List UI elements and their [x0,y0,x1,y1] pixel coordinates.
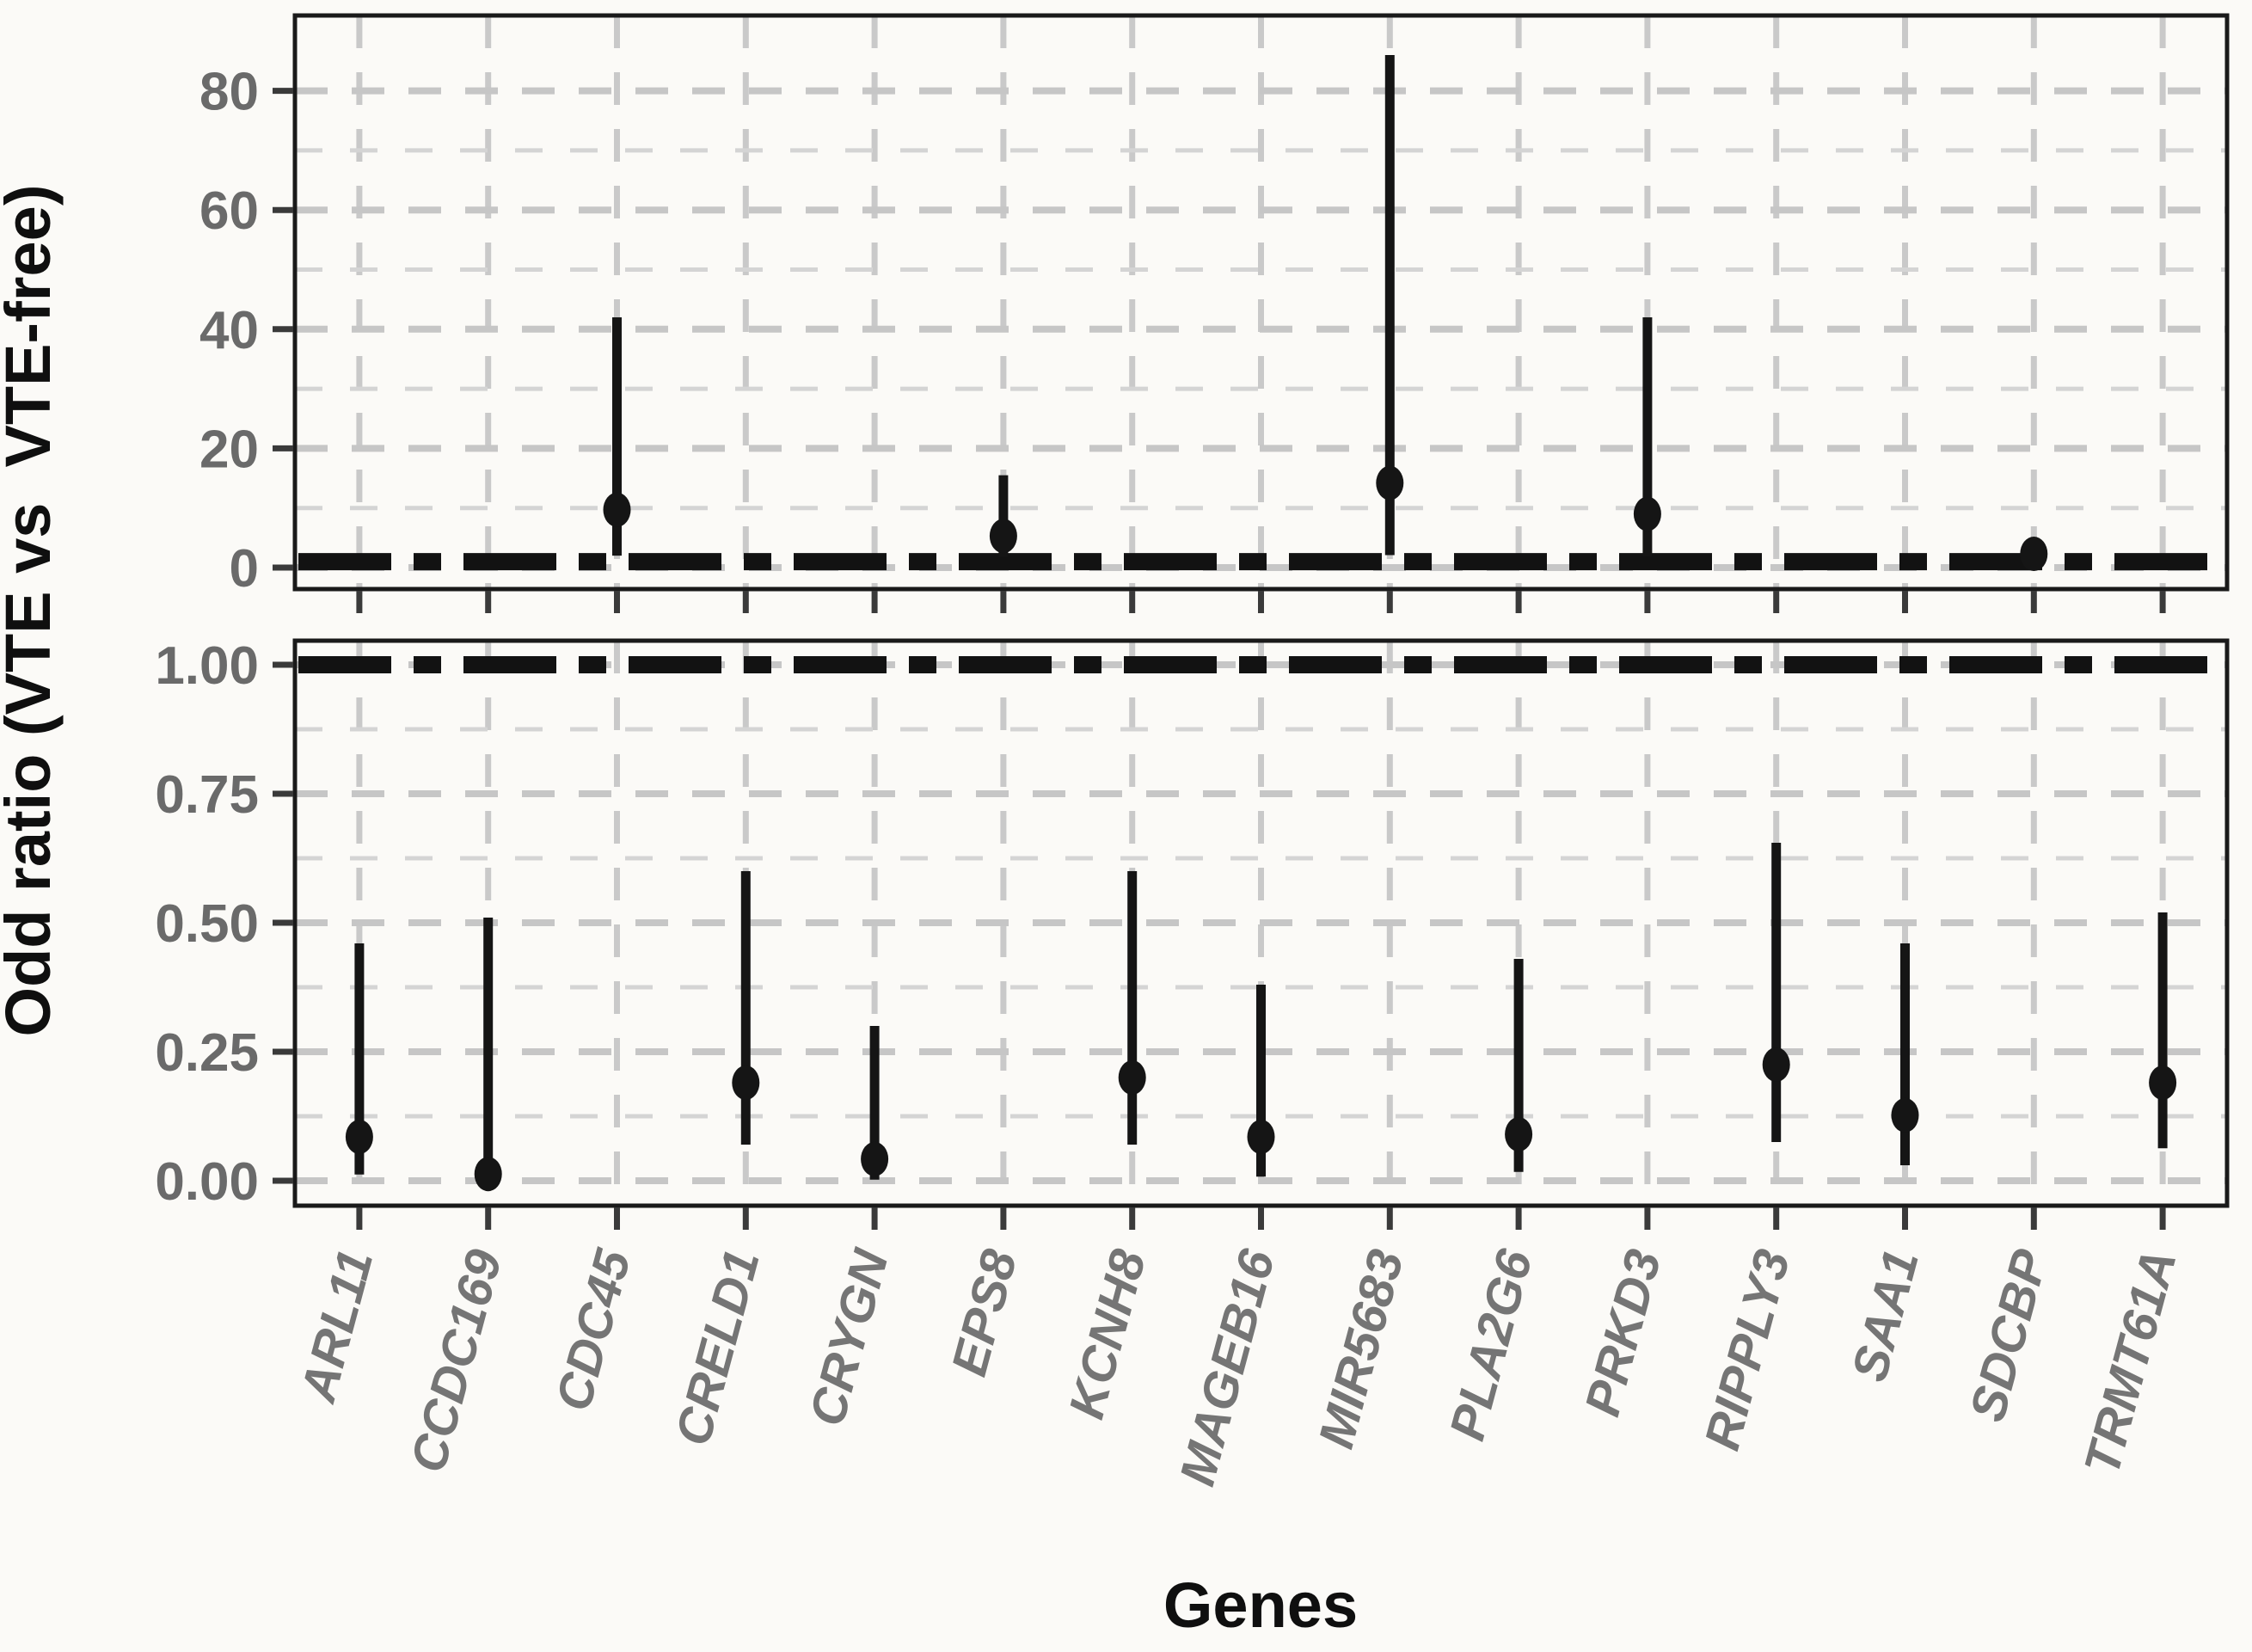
gene-tick-label-mir5683: MIR5683 [1308,1244,1414,1454]
panel-border [292,13,2230,592]
gene-tick-label-mageb16: MAGEB16 [1169,1244,1286,1491]
y-tick-label: 60 [199,181,259,241]
or-point-sdcbp [2020,537,2048,572]
or-point-pla2g6 [1505,1117,1533,1151]
or-point-cdc45 [603,492,631,527]
gene-tick-label-trmt61a: TRMT61A [2074,1244,2188,1481]
reference-line-layer [298,553,2224,673]
gene-tick-label-ripply3: RIPPLY3 [1694,1244,1801,1456]
pointrange-layer [345,55,2177,1192]
y-tick-label: 0 [230,539,259,599]
or-point-saa1 [1891,1097,1919,1133]
y-tick-label: 0.50 [155,894,259,954]
x-axis-title: Genes [1163,1569,1358,1641]
or-point-trmt61a [2149,1066,2177,1100]
y-tick-label: 0.25 [155,1023,259,1083]
gene-tick-label-creld1: CRELD1 [665,1244,770,1452]
gene-tick-label-eps8: EPS8 [941,1244,1028,1382]
panel-border [292,638,2230,1208]
gene-tick-label-saa1: SAA1 [1841,1244,1930,1387]
axis-label-layer: 0 20 40 60 80 0.00 0.25 0.50 0.75 1.00 ARL11 CCDC16… [155,63,2187,1492]
y-axis-title: Odd ratio (VTE vs VTE-free) [0,185,64,1037]
or-point-crygn [861,1141,889,1176]
gene-tick-label-ccdc169: CCDC169 [400,1244,512,1478]
gene-tick-label-sdcbp: SDCBP [1960,1244,2059,1427]
or-point-kcnh8 [1118,1060,1146,1095]
gene-tick-label-kcnh8: KCNH8 [1059,1244,1157,1425]
gene-tick-label-pla2g6: PLA2G6 [1439,1244,1543,1446]
y-tick-label: 1.00 [155,636,259,696]
y-tick-label: 80 [199,63,259,122]
or-point-ripply3 [1762,1047,1790,1082]
or-point-arl11 [345,1120,373,1154]
y-tick-label: 0.75 [155,765,259,825]
gene-tick-label-arl11: ARL11 [290,1244,384,1409]
gene-tick-label-crygn: CRYGN [799,1243,899,1431]
y-tick-label: 0.00 [155,1152,259,1212]
or-point-mageb16 [1247,1120,1275,1154]
or-point-eps8 [989,519,1017,554]
axis-tick-layer [273,88,2166,1230]
or-point-creld1 [732,1066,760,1100]
or-point-ccdc169 [474,1157,502,1192]
gene-tick-label-prkd3: PRKD3 [1574,1244,1672,1422]
panel-border-layer [292,13,2230,1208]
gene-tick-label-cdc45: CDC45 [545,1244,641,1416]
or-point-prkd3 [1633,496,1661,531]
y-tick-label: 20 [199,420,259,479]
or-point-mir5683 [1376,465,1404,501]
y-tick-label: 40 [199,301,259,360]
